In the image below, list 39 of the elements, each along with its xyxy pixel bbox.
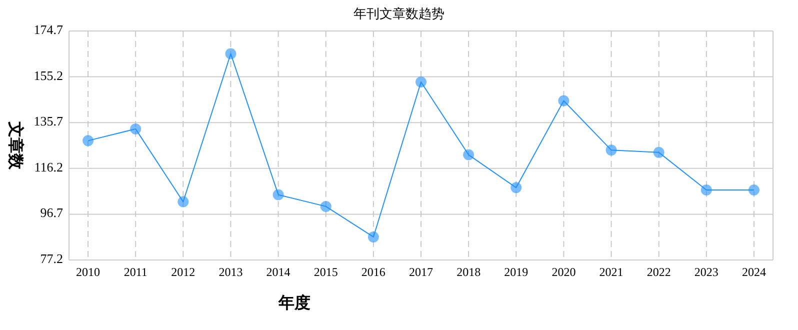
y-tick-label: 174.7: [34, 22, 64, 37]
point: [178, 196, 189, 208]
x-tick-label: 2021: [599, 265, 624, 279]
point: [225, 48, 236, 60]
point: [82, 135, 94, 146]
x-tick-label: 2022: [646, 265, 671, 279]
x-tick-label: 2017: [409, 265, 433, 279]
x-tick-label: 2019: [504, 265, 528, 279]
point: [463, 149, 474, 160]
x-tick-label: 2010: [76, 265, 100, 279]
x-axis-title: 年度: [277, 293, 310, 312]
y-tick-label: 116.2: [34, 159, 63, 174]
y-tick-label: 96.7: [40, 205, 64, 220]
point: [272, 189, 284, 200]
chart-title: 年刊文章数趋势: [354, 6, 444, 21]
point: [653, 146, 664, 158]
x-tick-label: 2013: [218, 265, 243, 279]
x-tick-label: 2015: [314, 265, 338, 279]
point: [510, 182, 522, 194]
point: [700, 184, 712, 196]
x-tick-label: 2024: [742, 265, 766, 279]
x-tick-label: 2011: [124, 265, 148, 279]
point: [130, 123, 142, 134]
point: [416, 76, 426, 88]
y-tick-label: 77.2: [40, 250, 63, 266]
y-tick-label: 135.7: [34, 114, 64, 129]
point: [320, 200, 332, 212]
point: [368, 231, 379, 242]
x-tick-label: 2018: [456, 265, 481, 279]
x-tick-label: 2014: [266, 265, 290, 279]
point: [558, 95, 570, 106]
y-axis-title: 文章数: [6, 120, 24, 170]
y-tick-label: 155.2: [34, 68, 63, 83]
point: [606, 144, 617, 156]
x-tick-label: 2023: [694, 265, 718, 279]
point: [748, 184, 760, 196]
x-tick-label: 2020: [552, 265, 576, 279]
x-tick-label: 2012: [171, 265, 196, 279]
x-tick-label: 2016: [361, 265, 386, 279]
